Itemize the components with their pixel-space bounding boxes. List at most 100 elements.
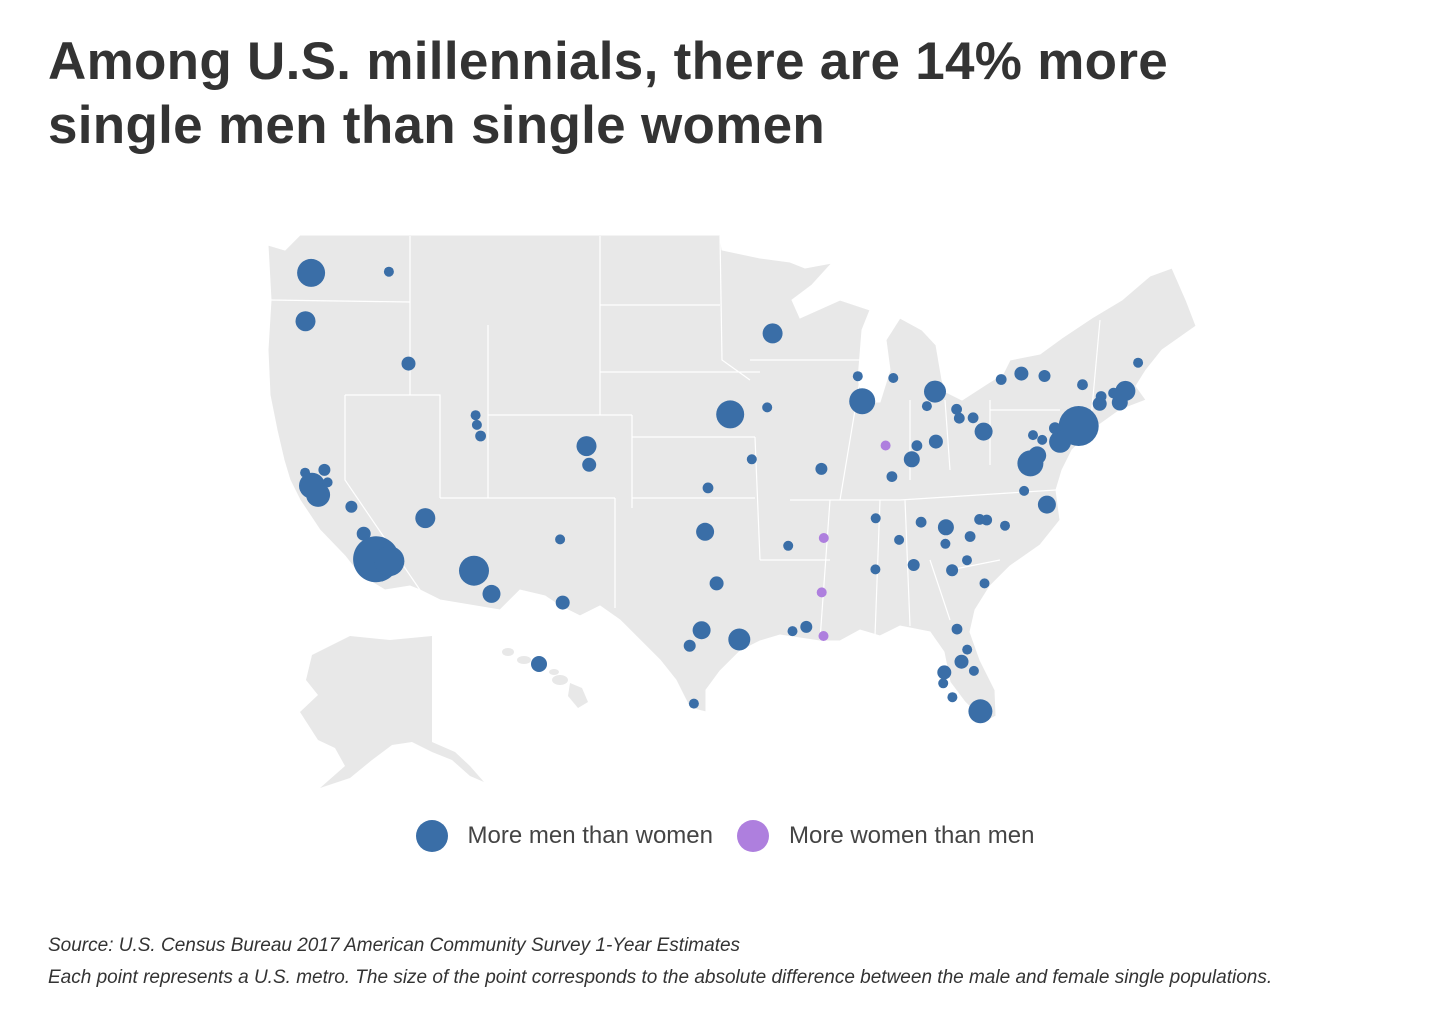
chart-title: Among U.S. millennials, there are 14% mo…	[48, 30, 1408, 158]
title-line-1: Among U.S. millennials, there are 14% mo…	[48, 32, 1169, 91]
metro-point-men	[907, 559, 920, 571]
title-line-2: single men than single women	[48, 96, 826, 155]
legend-item-men: More men than women	[415, 820, 713, 852]
metro-point-men	[974, 422, 993, 441]
metro-point-men	[903, 451, 920, 468]
metro-point-men	[968, 699, 993, 724]
footer: Source: U.S. Census Bureau 2017 American…	[48, 930, 1272, 994]
metro-point-men	[1038, 370, 1051, 382]
metro-point-men	[967, 412, 979, 424]
metro-point-men	[696, 522, 715, 541]
metro-point-men	[762, 402, 773, 413]
source-note: Source: U.S. Census Bureau 2017 American…	[48, 935, 741, 956]
metro-point-women	[816, 587, 827, 598]
metro-point-men	[415, 508, 436, 529]
legend: More men than women More women than men	[0, 820, 1450, 852]
metro-point-men	[374, 546, 405, 577]
metro-point-men	[1037, 434, 1048, 445]
metro-point-men	[401, 356, 416, 371]
metro-points	[295, 258, 1144, 724]
metro-point-men	[1049, 422, 1061, 435]
legend-label-women: More women than men	[789, 822, 1035, 849]
metro-point-men	[1000, 520, 1010, 531]
metro-point-men	[1049, 430, 1072, 453]
metro-point-men	[1037, 495, 1056, 514]
metro-point-men	[1028, 446, 1047, 465]
metro-point-men	[962, 555, 972, 566]
metro-point-men	[470, 410, 481, 421]
metro-point-men	[1019, 485, 1030, 496]
metro-point-men	[940, 538, 951, 549]
metro-point-men	[964, 531, 976, 542]
metro-point-men	[870, 564, 881, 575]
metro-point-men	[345, 500, 358, 513]
metro-point-men	[946, 564, 959, 577]
metro-point-men	[746, 454, 757, 465]
metro-point-men	[995, 374, 1007, 385]
metro-point-men	[475, 430, 486, 442]
metro-point-men	[911, 440, 923, 452]
metro-point-men	[297, 258, 326, 287]
metro-point-men	[894, 534, 905, 545]
metro-point-women	[818, 533, 829, 543]
metro-point-men	[954, 654, 969, 669]
metro-point-men	[1111, 394, 1128, 411]
metro-point-men	[709, 576, 724, 591]
metro-point-men	[787, 626, 798, 637]
metro-point-men	[482, 584, 501, 603]
metro-point-men	[888, 373, 899, 383]
metro-point-men	[1077, 379, 1088, 391]
metro-point-men	[1014, 366, 1029, 381]
metro-point-men	[383, 266, 394, 277]
metro-point-men	[318, 463, 331, 476]
metro-point-men	[555, 595, 570, 610]
metro-point-women	[818, 631, 829, 641]
metro-point-men	[968, 665, 979, 676]
metro-point-men	[962, 644, 973, 655]
metro-point-men	[849, 388, 876, 415]
alaska-shape	[300, 636, 484, 788]
metro-point-men	[947, 692, 958, 703]
legend-dot-women-icon	[737, 820, 769, 852]
legend-label-men: More men than women	[467, 822, 713, 849]
metro-point-men	[915, 516, 927, 528]
metro-point-men	[322, 477, 333, 488]
metro-point-men	[924, 380, 946, 403]
metro-point-men	[576, 436, 597, 457]
metro-point-men	[728, 628, 751, 651]
metro-point-men	[459, 555, 489, 586]
metro-point-men	[531, 656, 547, 672]
metro-point-men	[981, 514, 993, 526]
legend-dot-men-icon	[415, 820, 448, 852]
metro-point-men	[800, 620, 813, 633]
metro-point-men	[306, 482, 331, 507]
metro-point-men	[886, 471, 898, 482]
metro-point-men	[471, 419, 482, 430]
metro-point-men	[938, 678, 949, 689]
metro-point-men	[702, 482, 714, 494]
metro-point-men	[295, 311, 316, 332]
metro-point-men	[937, 665, 952, 680]
metro-point-men	[762, 323, 783, 344]
metro-point-men	[1133, 357, 1144, 368]
metro-point-men	[921, 401, 932, 412]
land-layer	[267, 234, 1197, 788]
metro-point-men	[951, 623, 963, 635]
metro-point-men	[555, 534, 566, 545]
metro-point-men	[1108, 387, 1119, 399]
hawaii-shapes	[502, 648, 588, 708]
metro-point-men	[1095, 391, 1107, 402]
metro-point-men	[300, 467, 311, 478]
state-borders	[269, 235, 1101, 641]
metro-point-men	[815, 462, 828, 475]
metro-point-men	[870, 513, 881, 524]
metro-point-men	[683, 639, 696, 652]
metro-point-men	[716, 400, 745, 429]
metro-point-men	[688, 698, 699, 709]
metro-point-men	[937, 519, 954, 536]
metro-point-men	[852, 371, 863, 382]
metro-point-men	[356, 526, 371, 541]
metro-point-men	[783, 540, 794, 551]
metro-point-women	[880, 440, 891, 451]
